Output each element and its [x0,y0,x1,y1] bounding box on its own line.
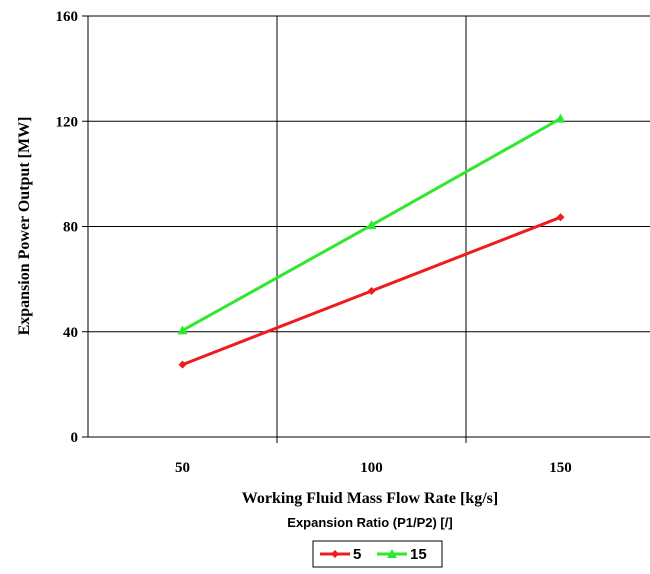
y-tick-label: 40 [63,325,78,341]
y-tick-label: 80 [63,220,78,236]
legend-marker [331,550,339,558]
grid-lines [88,15,650,437]
legend: Expansion Ratio (P1/P2) [/] 5 15 [287,515,453,568]
legend-item: 5 [320,546,361,563]
x-tick-label: 150 [549,460,572,476]
y-axis-title: Expansion Power Output [MW] [16,117,33,336]
data-point [555,113,566,123]
series-layer [177,113,566,369]
series-15 [177,113,566,335]
y-tick-label: 160 [56,9,79,25]
series-5 [178,213,565,369]
x-tick-label: 100 [360,460,383,476]
y-tick-label: 120 [56,114,79,130]
data-point [178,360,187,369]
axes [82,15,650,443]
legend-items: 5 15 [320,546,427,563]
data-point [367,286,376,295]
data-point [556,213,565,222]
legend-item: 15 [377,546,427,563]
legend-label: 5 [353,546,361,563]
data-point [366,220,377,230]
legend-label: 15 [410,546,427,563]
y-tick-label: 0 [71,430,79,446]
data-point [177,325,188,335]
legend-title: Expansion Ratio (P1/P2) [/] [287,515,452,530]
x-tick-label: 50 [175,460,190,476]
legend-marker [387,549,397,558]
x-axis-title: Working Fluid Mass Flow Rate [kg/s] [242,490,498,507]
tick-labels: 0 40 80 120 160 50 100 150 [56,9,572,476]
